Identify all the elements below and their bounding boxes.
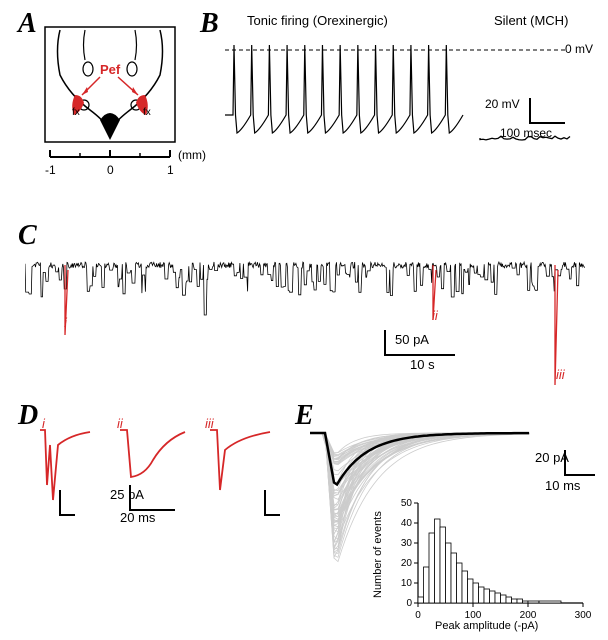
pef-label: Pef: [100, 62, 120, 77]
silent-label: Silent (MCH): [494, 13, 568, 28]
scale-b-t: 100 msec: [500, 126, 552, 140]
scale-d-t: 20 ms: [120, 510, 155, 525]
svg-text:0: 0: [415, 610, 421, 621]
c-label-iii: iii: [556, 367, 565, 382]
svg-text:30: 30: [401, 538, 413, 549]
scale-c-i: 50 pA: [395, 332, 429, 347]
svg-text:50: 50: [401, 498, 413, 509]
tonic-label: Tonic firing (Orexinergic): [247, 13, 388, 28]
inset-xlabel: Peak amplitude (-pA): [435, 620, 538, 632]
svg-text:10: 10: [401, 578, 413, 589]
c-label-ii: ii: [432, 308, 438, 323]
panel-e-histogram: 010020030001020304050: [390, 495, 600, 635]
fx-label-right: fx: [143, 107, 151, 118]
panel-a-diagram: [40, 25, 185, 185]
ruler-tick-0: -1: [45, 163, 56, 177]
ruler-tick-2: 1: [167, 163, 174, 177]
scale-b-v: 20 mV: [485, 97, 520, 111]
d-label-ii: ii: [117, 416, 123, 431]
panel-b-label: B: [200, 8, 219, 40]
d-label-iii: iii: [205, 416, 214, 431]
d-label-i: i: [42, 416, 45, 431]
c-label-i: i: [64, 315, 67, 330]
scale-e-t: 10 ms: [545, 478, 580, 493]
inset-ylabel: Number of events: [372, 511, 384, 598]
scale-e-i: 20 pA: [535, 450, 569, 465]
panel-b-traces: [225, 30, 595, 165]
svg-text:0: 0: [406, 598, 412, 609]
ruler-tick-1: 0: [107, 163, 114, 177]
svg-text:300: 300: [575, 610, 592, 621]
svg-text:40: 40: [401, 518, 413, 529]
scale-c-t: 10 s: [410, 357, 435, 372]
fx-label-left: fx: [72, 107, 80, 118]
panel-d-traces: [35, 415, 295, 545]
panel-a-label: A: [18, 8, 37, 40]
panel-c-trace: [25, 245, 595, 390]
scale-d-i: 25 pA: [110, 487, 144, 502]
mm-label: (mm): [178, 148, 206, 162]
svg-text:20: 20: [401, 558, 413, 569]
